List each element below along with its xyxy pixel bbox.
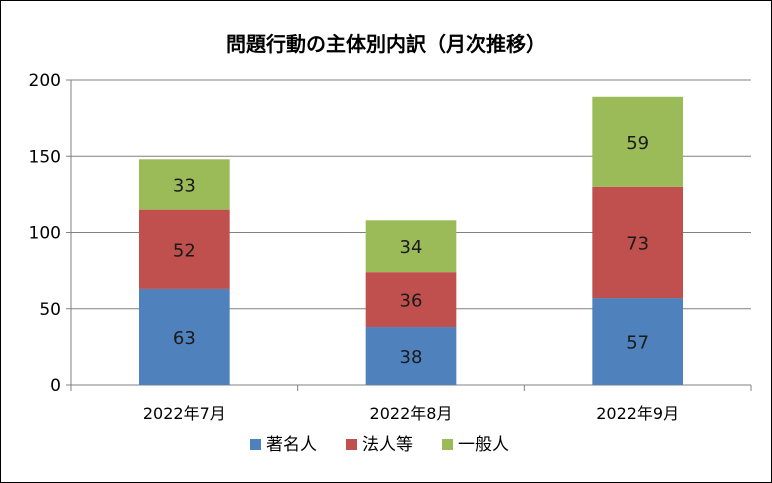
x-category-label: 2022年8月 <box>370 404 453 423</box>
y-tick-label: 100 <box>29 224 61 244</box>
legend-swatch <box>346 439 357 450</box>
bar-segment <box>592 298 683 385</box>
legend-label: 法人等 <box>362 435 413 455</box>
y-tick-label: 50 <box>39 300 61 320</box>
legend-label: 一般人 <box>458 435 509 455</box>
legend-swatch <box>250 439 261 450</box>
y-tick-label: 0 <box>50 376 61 396</box>
data-label: 38 <box>400 347 423 368</box>
bar-segment <box>139 288 230 385</box>
data-label: 36 <box>400 291 423 312</box>
data-label: 57 <box>626 333 649 354</box>
bar-segment <box>139 159 230 210</box>
legend-label: 著名人 <box>266 435 317 455</box>
bar-segment <box>365 220 457 273</box>
bar-segment <box>139 209 230 289</box>
data-label: 63 <box>173 328 196 349</box>
bar-segment <box>365 272 457 328</box>
y-tick-label: 150 <box>29 147 61 167</box>
data-label: 34 <box>400 237 423 258</box>
x-category-label: 2022年9月 <box>596 404 679 423</box>
x-category-label: 2022年7月 <box>143 404 226 423</box>
bar-segment <box>592 186 683 299</box>
data-label: 59 <box>626 133 649 154</box>
bar-segment <box>365 327 457 385</box>
y-tick-label: 200 <box>29 71 61 91</box>
data-label: 73 <box>626 233 649 254</box>
bars: 63 52 33 38 36 34 57 73 59 <box>139 96 683 385</box>
legend-swatch <box>442 439 453 450</box>
data-label: 52 <box>173 240 196 261</box>
chart-title: 問題行動の主体別内訳（月次推移） <box>226 32 546 56</box>
legend: 著名人 法人等 一般人 <box>250 435 509 455</box>
data-label: 33 <box>173 175 196 196</box>
bar-segment <box>592 96 683 187</box>
